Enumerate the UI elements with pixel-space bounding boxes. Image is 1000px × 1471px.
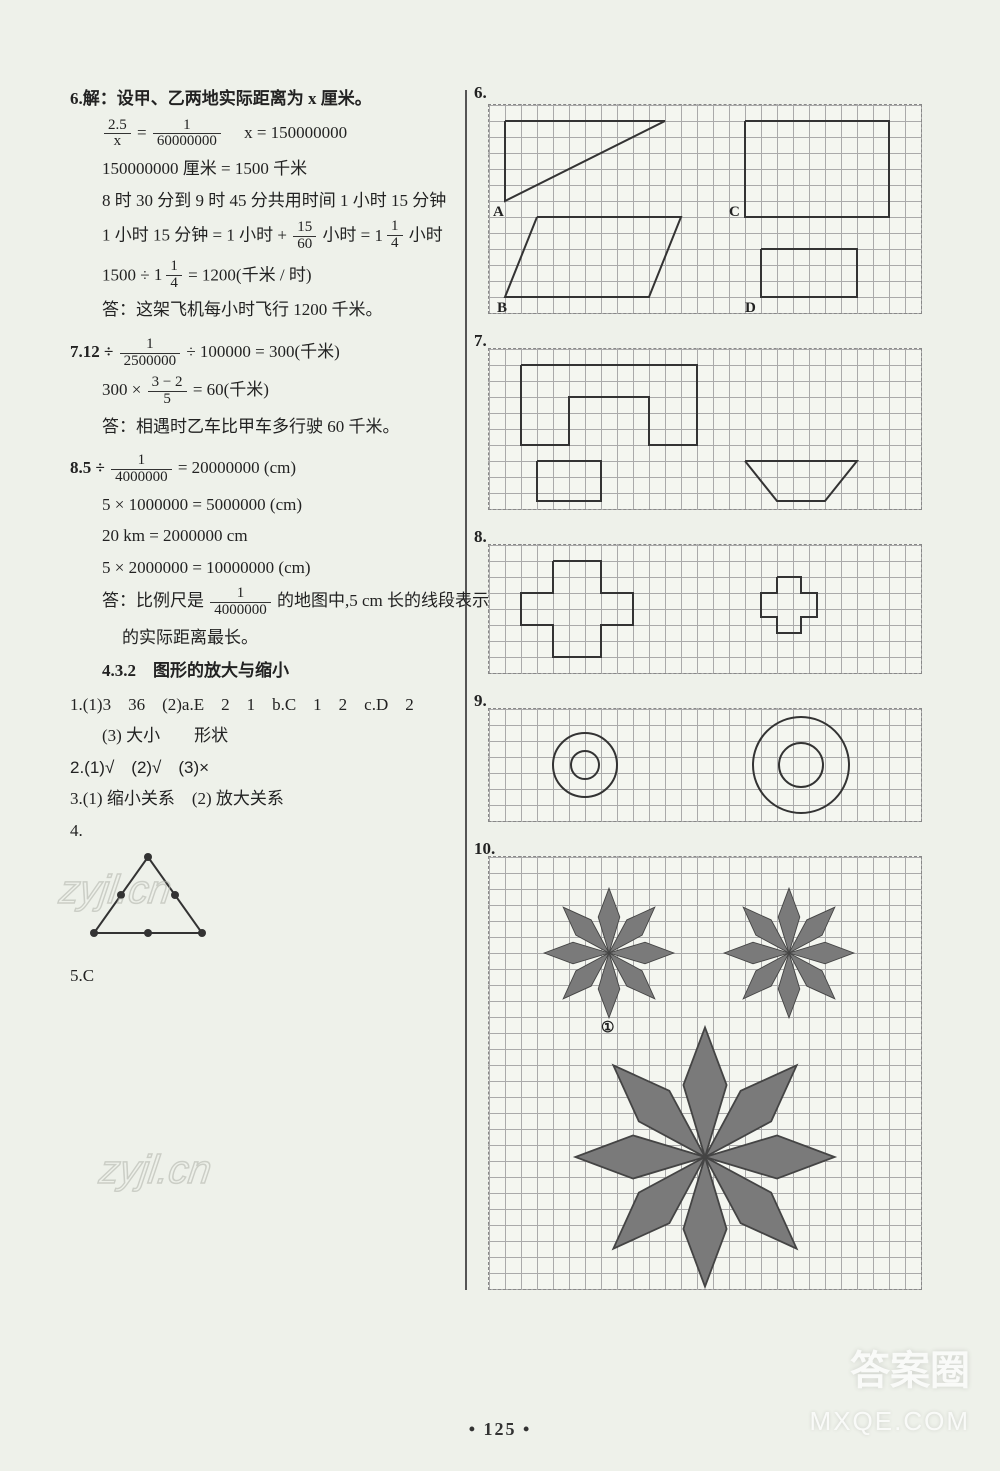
q8-head: 8.5 ÷ 14000000 = 20000000 (cm) <box>70 453 450 486</box>
fig9-grid <box>488 708 922 822</box>
q6-ans: 答：这架飞机每小时飞行 1200 千米。 <box>70 297 450 323</box>
ans-5: 5.C <box>70 963 450 989</box>
q8-ans: 答：比例尺是 14000000 的地图中,5 cm 长的线段表示 <box>70 586 450 619</box>
label-D: D <box>745 297 756 320</box>
label-C: C <box>729 201 740 224</box>
q7-ans: 答：相遇时乙车比甲车多行驶 60 千米。 <box>70 414 450 440</box>
q6-l2: 150000000 厘米 = 1500 千米 <box>70 156 450 182</box>
ans-1b: (3) 大小 形状 <box>70 723 450 749</box>
left-column: 6.解：设甲、乙两地实际距离为 x 厘米。 2.5x = 160000000 x… <box>70 80 450 994</box>
ans-3: 3.(1) 缩小关系 (2) 放大关系 <box>70 786 450 812</box>
q8-l2: 5 × 1000000 = 5000000 (cm) <box>70 492 450 518</box>
q8-ans2: 的实际距离最长。 <box>70 625 450 651</box>
ans-2: 2.(1)√ (2)√ (3)× <box>70 755 450 781</box>
corner-watermark-2: MXQE.COM <box>810 1402 970 1441</box>
section-title: 4.3.2 图形的放大与缩小 <box>70 658 450 684</box>
q7-head: 7.12 ÷ 12500000 ÷ 100000 = 300(千米) <box>70 337 450 370</box>
snowflake-figures <box>489 857 921 1289</box>
label-B: B <box>497 297 507 320</box>
q6-l4: 1 小时 15 分钟 = 1 小时 + 1560 小时 = 114 小时 <box>70 219 450 253</box>
label-circ1: ① <box>601 1017 614 1040</box>
fig6-num: 6. <box>474 80 487 106</box>
fig9-num: 9. <box>474 688 487 714</box>
column-divider <box>465 90 467 1290</box>
watermark-2: zyjl.cn <box>96 1140 216 1200</box>
q8-l4: 5 × 2000000 = 10000000 (cm) <box>70 555 450 581</box>
q6-head: 6.解：设甲、乙两地实际距离为 x 厘米。 <box>70 86 450 112</box>
fig8-grid <box>488 544 922 674</box>
corner-watermark-1: 答案圈 <box>850 1341 970 1401</box>
label-A: A <box>493 201 504 224</box>
fig7-grid <box>488 348 922 510</box>
fig7-num: 7. <box>474 328 487 354</box>
q6-l5: 1500 ÷ 114 = 1200(千米 / 时) <box>70 259 450 292</box>
q8-l3: 20 km = 2000000 cm <box>70 523 450 549</box>
ans-1: 1.(1)3 36 (2)a.E 2 1 b.C 1 2 c.D 2 <box>70 692 450 718</box>
fig10-grid: ① <box>488 856 922 1290</box>
q6-l3: 8 时 30 分到 9 时 45 分共用时间 1 小时 15 分钟 <box>70 188 450 214</box>
ans-4: 4. <box>70 818 450 844</box>
fig6-grid: A B C D <box>488 104 922 314</box>
fig8-num: 8. <box>474 524 487 550</box>
q7-l2: 300 × 3 − 25 = 60(千米) <box>70 375 450 408</box>
triangle-figure <box>78 849 218 949</box>
q6-eq1: 2.5x = 160000000 x = 150000000 <box>70 118 450 151</box>
